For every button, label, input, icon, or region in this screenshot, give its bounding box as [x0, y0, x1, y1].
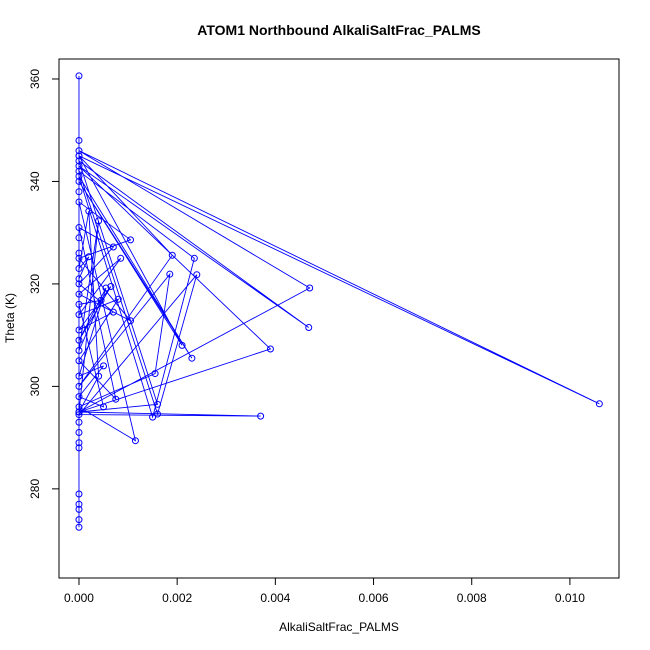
data-point — [75, 403, 83, 411]
data-point — [75, 523, 83, 531]
data-point — [75, 152, 83, 160]
data-point — [75, 357, 83, 365]
data-point — [107, 282, 115, 290]
data-point — [75, 188, 83, 196]
data-point — [266, 345, 274, 353]
x-tick-label: 0.002 — [162, 591, 192, 605]
data-point — [75, 136, 83, 144]
data-point — [168, 251, 176, 259]
data-point — [75, 167, 83, 175]
data-point — [154, 410, 162, 418]
data-point — [75, 326, 83, 334]
data-point — [305, 323, 313, 331]
data-point — [75, 177, 83, 185]
data-point — [102, 284, 110, 292]
data-point — [95, 372, 103, 380]
data-point — [154, 400, 162, 408]
data-point — [75, 254, 83, 262]
y-tick-label: 300 — [28, 376, 42, 396]
x-tick-label: 0.004 — [260, 591, 290, 605]
x-tick-label: 0.008 — [457, 591, 487, 605]
data-point — [75, 300, 83, 308]
data-point — [109, 308, 117, 316]
data-point — [85, 253, 93, 261]
data-point — [75, 162, 83, 170]
data-point — [114, 295, 122, 303]
data-point — [75, 382, 83, 390]
x-tick-label: 0.000 — [64, 591, 94, 605]
data-point — [75, 444, 83, 452]
data-point — [100, 362, 108, 370]
data-point — [178, 341, 186, 349]
data-point — [85, 207, 93, 215]
data-point — [127, 317, 135, 325]
data-point — [75, 516, 83, 524]
y-tick-label: 340 — [28, 171, 42, 191]
data-point — [75, 393, 83, 401]
data-point — [75, 505, 83, 513]
data-point — [75, 275, 83, 283]
data-point — [75, 500, 83, 508]
data-point — [75, 249, 83, 257]
data-point — [193, 271, 201, 279]
data-point — [75, 372, 83, 380]
data-point — [75, 408, 83, 416]
y-axis-label: Theta (K) — [3, 293, 17, 343]
data-point — [75, 234, 83, 242]
x-tick-label: 0.010 — [555, 591, 585, 605]
data-point — [75, 224, 83, 232]
data-point — [149, 413, 157, 421]
data-point — [75, 418, 83, 426]
data-point — [75, 428, 83, 436]
data-point — [112, 395, 120, 403]
data-point — [127, 236, 135, 244]
data-point — [75, 290, 83, 298]
data-point — [117, 254, 125, 262]
data-point — [131, 437, 139, 445]
y-tick-label: 320 — [28, 274, 42, 294]
data-point — [75, 311, 83, 319]
data-point — [75, 280, 83, 288]
data-point — [97, 296, 105, 304]
data-point — [75, 72, 83, 80]
series-line — [77, 75, 600, 528]
data-point — [75, 411, 83, 419]
data-point — [100, 403, 108, 411]
y-tick-label: 360 — [28, 69, 42, 89]
data-point — [75, 336, 83, 344]
data-point — [75, 347, 83, 355]
data-point — [75, 439, 83, 447]
data-point — [306, 284, 314, 292]
data-point — [75, 490, 83, 498]
data-point — [109, 243, 117, 251]
data-point — [75, 172, 83, 180]
data-point — [595, 400, 603, 408]
data-point — [257, 412, 265, 420]
data-point — [75, 198, 83, 206]
data-point — [190, 254, 198, 262]
x-tick-label: 0.006 — [359, 591, 389, 605]
data-point — [75, 157, 83, 165]
y-tick-label: 280 — [28, 479, 42, 499]
data-point — [188, 354, 196, 362]
data-point — [75, 265, 83, 273]
data-point — [151, 370, 159, 378]
chart-title: ATOM1 Northbound AlkaliSaltFrac_PALMS — [197, 22, 480, 38]
data-point — [75, 147, 83, 155]
x-axis-label: AlkaliSaltFrac_PALMS — [279, 620, 399, 634]
data-point — [95, 217, 103, 225]
data-point — [166, 270, 174, 278]
